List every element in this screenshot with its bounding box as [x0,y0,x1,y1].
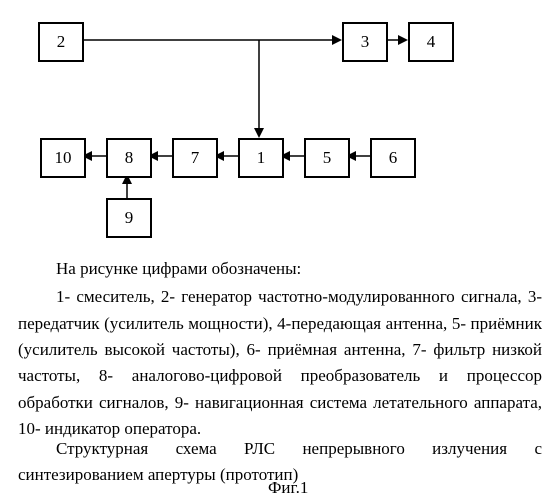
node-9: 9 [106,198,152,238]
node-label: 2 [57,32,66,52]
node-label: 9 [125,208,134,228]
node-label: 10 [55,148,72,168]
node-label: 1 [257,148,266,168]
legend-intro: На рисунке цифрами обозначены: [18,256,542,282]
node-1: 1 [238,138,284,178]
node-label: 8 [125,148,134,168]
node-label: 3 [361,32,370,52]
node-label: 5 [323,148,332,168]
block-diagram: 2 3 4 10 8 7 1 5 6 9 [0,0,560,250]
node-label: 6 [389,148,398,168]
node-7: 7 [172,138,218,178]
node-6: 6 [370,138,416,178]
diagram-edges [0,0,560,250]
node-4: 4 [408,22,454,62]
node-label: 4 [427,32,436,52]
node-3: 3 [342,22,388,62]
legend-text: На рисунке цифрами обозначены: 1- смесит… [18,256,542,442]
node-8: 8 [106,138,152,178]
node-2: 2 [38,22,84,62]
legend-body: 1- смеситель, 2- генератор частотно-моду… [18,284,542,442]
node-10: 10 [40,138,86,178]
node-5: 5 [304,138,350,178]
node-label: 7 [191,148,200,168]
figure-label: Фиг.1 [268,478,308,498]
